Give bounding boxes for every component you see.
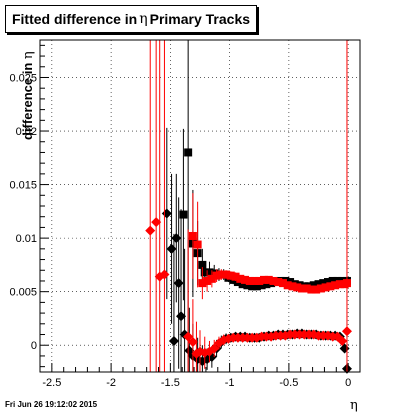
- x-tick-label: -2.5: [42, 377, 61, 389]
- data-point-square: [200, 268, 209, 277]
- data-point-square: [198, 260, 207, 269]
- y-tick-label: 0.02: [16, 126, 37, 138]
- title-symbol: η: [139, 11, 148, 27]
- data-point-square: [238, 280, 247, 289]
- data-point-diamond: [173, 278, 184, 289]
- y-axis-label: difference in η: [20, 51, 36, 140]
- data-point-square: [319, 279, 328, 288]
- data-point-square: [217, 270, 226, 279]
- chart-title: Fitted difference in η Primary Tracks: [5, 5, 257, 33]
- data-point-square: [212, 271, 221, 280]
- axes: -2.5 -2 -1.5 -1 -0.5 0 0 0.005 0.01 0.015 0.02 0.02…: [9, 44, 361, 389]
- data-point-diamond: [183, 331, 194, 342]
- data-point-square: [314, 280, 323, 289]
- x-tick-label: -1: [225, 377, 235, 389]
- y-tick-label: 0: [31, 340, 37, 352]
- y-tick-label: 0.025: [9, 72, 37, 84]
- data-point-square: [307, 285, 316, 294]
- data-point-square: [257, 281, 266, 290]
- data-point-diamond: [209, 343, 220, 354]
- data-point-square: [302, 284, 311, 293]
- data-point-diamond: [151, 217, 162, 228]
- data-point-square: [260, 275, 268, 284]
- data-point-square: [324, 278, 332, 287]
- data-point-square: [245, 276, 254, 285]
- data-point-square: [255, 276, 264, 285]
- data-point-square: [326, 282, 335, 291]
- grid-lines: [40, 40, 360, 372]
- data-point-square: [262, 280, 271, 289]
- data-point-square: [264, 275, 273, 284]
- data-point-square: [312, 285, 321, 294]
- data-point-diamond: [159, 269, 170, 280]
- x-tick-label: -1.5: [161, 377, 180, 389]
- data-point-square: [226, 271, 235, 280]
- data-point-diamond: [176, 311, 187, 322]
- plot-frame: [39, 39, 361, 373]
- y-axis-label-text: difference in: [20, 62, 35, 140]
- data-point-diamond: [145, 225, 156, 236]
- data-point-square: [248, 282, 257, 291]
- data-point-square: [288, 282, 297, 291]
- data-point-square: [179, 210, 188, 219]
- data-point-square: [207, 274, 216, 283]
- data-series: [145, 40, 352, 374]
- data-point-square: [188, 231, 197, 240]
- data-point-square: [269, 276, 278, 285]
- data-point-square: [328, 276, 337, 285]
- data-point-square: [274, 278, 283, 287]
- title-text: Fitted difference in: [11, 11, 138, 27]
- data-point-square: [241, 275, 250, 284]
- data-point-square: [297, 284, 306, 293]
- y-tick-label: 0.015: [9, 180, 37, 192]
- data-point-diamond: [337, 335, 348, 346]
- x-tick-label: 0: [345, 377, 351, 389]
- title-suffix: Primary Tracks: [149, 11, 251, 27]
- y-axis-label-symbol: η: [21, 51, 36, 60]
- data-point-diamond: [187, 337, 198, 348]
- data-point-square: [331, 281, 340, 290]
- data-point-square: [335, 280, 344, 289]
- data-point-square: [236, 274, 245, 283]
- data-point-square: [278, 279, 287, 288]
- x-axis-label: η: [350, 398, 358, 413]
- data-point-square: [283, 281, 292, 290]
- data-point-diamond: [171, 233, 182, 244]
- data-point-square: [193, 240, 202, 249]
- data-point-square: [184, 148, 193, 157]
- x-tick-label: -0.5: [279, 377, 298, 389]
- data-point-square: [205, 268, 214, 277]
- data-point-square: [203, 276, 212, 285]
- data-point-square: [293, 283, 302, 292]
- data-point-square: [250, 276, 259, 285]
- timestamp-footer: Fri Jun 26 19:12:02 2015: [5, 400, 98, 409]
- data-point-diamond: [168, 335, 179, 346]
- data-point-square: [222, 270, 231, 279]
- data-point-square: [316, 284, 325, 293]
- x-tick-label: -2: [106, 377, 116, 389]
- data-point-square: [231, 272, 240, 281]
- y-tick-label: 0.01: [16, 233, 37, 245]
- data-point-square: [309, 281, 318, 290]
- data-point-square: [198, 279, 207, 288]
- data-point-diamond: [341, 326, 352, 337]
- y-tick-label: 0.005: [9, 287, 37, 299]
- data-point-diamond: [166, 243, 177, 254]
- data-point-square: [252, 282, 261, 291]
- data-point-square: [243, 281, 252, 290]
- data-point-square: [321, 283, 330, 292]
